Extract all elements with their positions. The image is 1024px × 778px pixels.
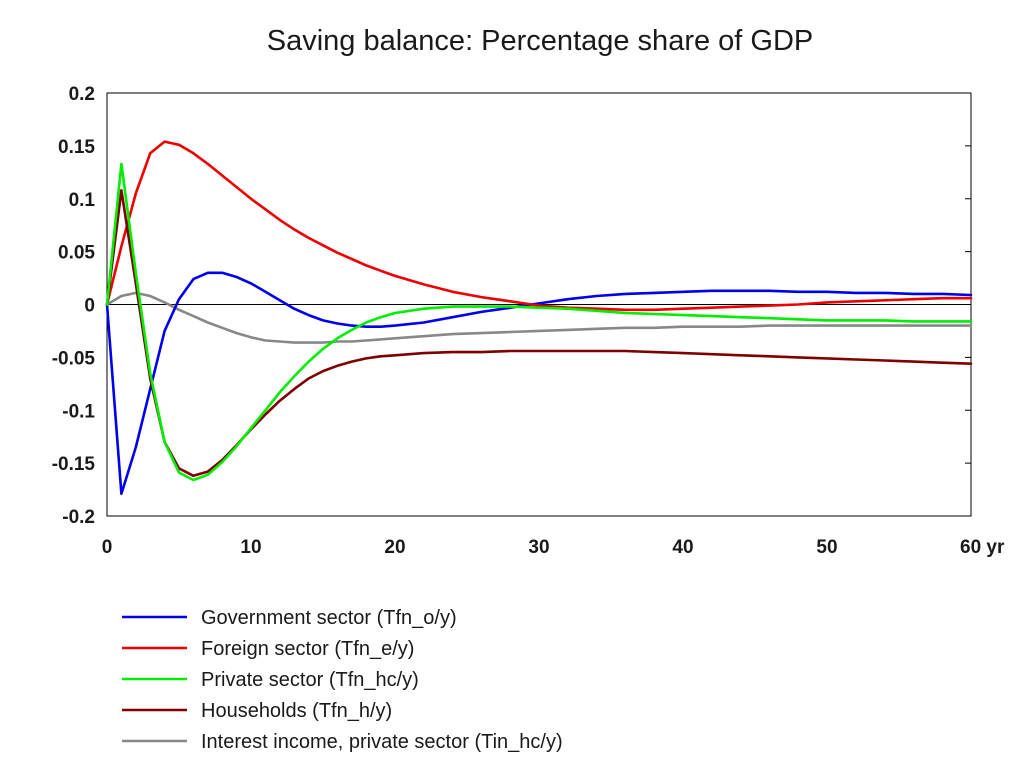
x-tick-label: 30 (528, 537, 549, 558)
x-tick-label: 50 (816, 537, 837, 558)
y-tick-label: 0.15 (58, 137, 95, 158)
series-line-2 (105, 162, 973, 482)
y-tick-label: -0.1 (62, 401, 95, 422)
x-tick-label: 60 yr (960, 537, 1005, 558)
legend-label-3: Households (Tfn_h/y) (201, 700, 392, 722)
x-tick-label: 40 (672, 537, 693, 558)
series-line-0 (105, 271, 973, 496)
legend: Government sector (Tfn_o/y) Foreign secto… (122, 607, 563, 753)
y-tick-label: -0.2 (62, 507, 95, 528)
series-line-1 (105, 140, 973, 312)
y-tick-label: -0.05 (52, 348, 96, 369)
y-tick-label: 0.05 (58, 243, 95, 264)
legend-label-4: Interest income, private sector (Tin_hc/… (201, 731, 563, 753)
x-tick-label: 20 (384, 537, 405, 558)
legend-label-0: Government sector (Tfn_o/y) (201, 607, 457, 629)
legend-label-1: Foreign sector (Tfn_e/y) (201, 638, 414, 660)
series-layer (105, 140, 973, 496)
x-axis: 0 10 20 30 40 50 60 yr (102, 537, 1005, 558)
y-tick-label: 0.1 (69, 190, 96, 211)
legend-label-2: Private sector (Tfn_hc/y) (201, 669, 419, 691)
y-axis: 0.2 0.15 0.1 0.05 0 -0.05 -0.1 -0.15 -0.2 (52, 84, 971, 528)
series-line-4 (105, 291, 973, 344)
series-line-3 (105, 189, 973, 478)
chart-title: Saving balance: Percentage share of GDP (267, 25, 814, 57)
y-tick-label: -0.15 (52, 454, 96, 475)
y-tick-label: 0.2 (69, 84, 95, 105)
x-tick-label: 10 (240, 537, 261, 558)
y-tick-label: 0 (84, 296, 95, 317)
x-tick-label: 0 (102, 537, 113, 558)
